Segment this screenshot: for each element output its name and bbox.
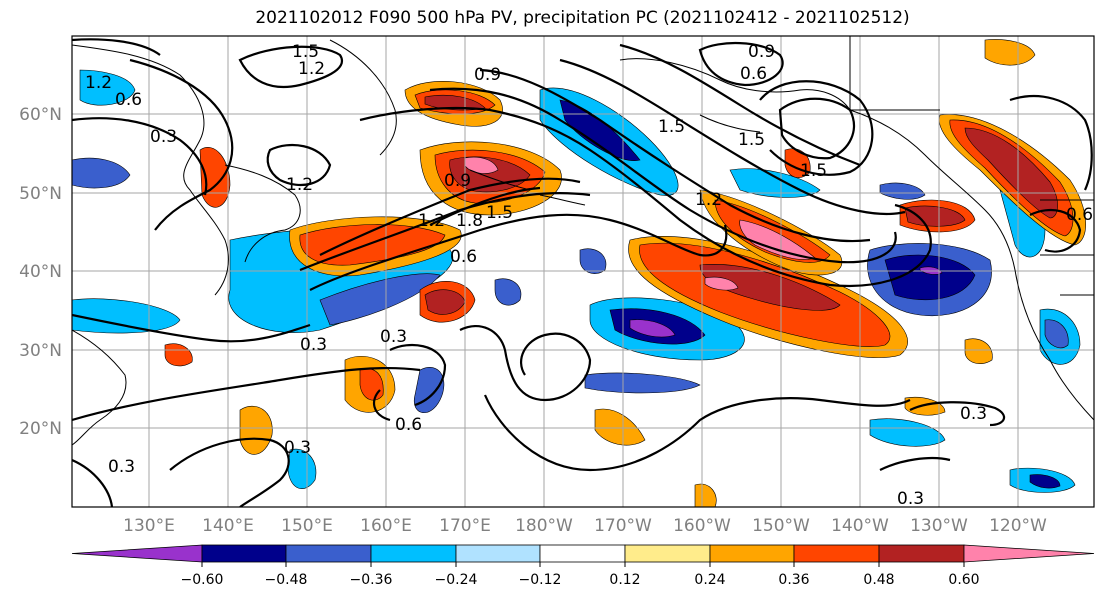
contour-label: 0.9 — [444, 171, 471, 191]
contour-labels: 1.5 1.2 0.9 0.6 0.9 0.3 0.6 1.2 0.9 1.2 … — [85, 42, 1093, 509]
colorbar-segments — [71, 544, 1095, 563]
contour-label: 0.3 — [108, 457, 135, 477]
contour-label: 1.2 — [418, 211, 445, 231]
lon-label: 160°W — [673, 516, 731, 536]
lon-label: 150°W — [752, 516, 810, 536]
colorbar-segment — [285, 544, 372, 563]
longitude-labels: 130°E 140°E 150°E 160°E 170°E 180°W 170°… — [123, 516, 1047, 536]
contour-label: 0.9 — [474, 65, 501, 85]
contour-label: 0.3 — [897, 489, 924, 509]
colorbar-segment — [963, 544, 1095, 563]
contour-label: 0.3 — [284, 438, 311, 458]
map-frame — [71, 35, 1095, 508]
contour-label: 1.5 — [738, 130, 765, 150]
graticule — [72, 36, 1094, 507]
colorbar-segment — [709, 544, 795, 563]
lat-label: 30°N — [19, 341, 62, 361]
lon-label: 140°W — [831, 516, 889, 536]
colorbar-tick-label: −0.36 — [350, 572, 393, 588]
lon-label: 130°W — [910, 516, 968, 536]
lon-label: 140°E — [202, 516, 254, 536]
contour-label: 1.5 — [658, 117, 685, 137]
contour-label: 0.6 — [1066, 205, 1093, 225]
contour-label: 1.5 — [486, 203, 513, 223]
contour-label: 0.3 — [150, 127, 177, 147]
contour-label: 0.6 — [395, 415, 422, 435]
contour-label: 0.3 — [300, 335, 327, 355]
contour-label: 1.5 — [292, 42, 319, 62]
colorbar-segment — [539, 544, 626, 563]
colorbar-tick-label: −0.48 — [265, 572, 308, 588]
contour-label: 1.5 — [800, 161, 827, 181]
contour-label: 1.2 — [85, 73, 112, 93]
colorbar: −0.60 −0.48 −0.36 −0.24 −0.12 0.12 0.24 … — [71, 544, 1095, 588]
lat-label: 50°N — [19, 184, 62, 204]
contour-label: 0.3 — [380, 327, 407, 347]
lon-label: 180°W — [515, 516, 573, 536]
colorbar-tick-labels: −0.60 −0.48 −0.36 −0.24 −0.12 0.12 0.24 … — [181, 572, 980, 588]
lat-label: 40°N — [19, 262, 62, 282]
lon-label: 120°W — [989, 516, 1047, 536]
colorbar-tick-label: 0.36 — [778, 572, 809, 588]
map-content: 1.5 1.2 0.9 0.6 0.9 0.3 0.6 1.2 0.9 1.2 … — [72, 36, 1094, 509]
colorbar-ticks — [201, 562, 965, 567]
lat-label: 20°N — [19, 419, 62, 439]
colorbar-segment — [793, 544, 880, 563]
contour-label: 0.6 — [115, 90, 142, 110]
lon-label: 170°E — [439, 516, 491, 536]
lon-label: 160°E — [360, 516, 412, 536]
contour-label: 1.2 — [695, 190, 722, 210]
map-title: 2021102012 F090 500 hPa PV, precipitatio… — [255, 8, 910, 28]
lon-label: 170°W — [594, 516, 652, 536]
colorbar-segment — [71, 544, 203, 563]
contour-label: 0.6 — [740, 64, 767, 84]
colorbar-tick-label: 0.60 — [948, 572, 979, 588]
lat-label: 60°N — [19, 105, 62, 125]
contour-label: 0.6 — [450, 247, 477, 267]
colorbar-tick-label: 0.12 — [609, 572, 640, 588]
colorbar-segment — [878, 544, 965, 563]
contour-label: 0.3 — [960, 404, 987, 424]
latitude-labels: 60°N 50°N 40°N 30°N 20°N — [19, 105, 62, 439]
colorbar-tick-label: −0.12 — [519, 572, 562, 588]
colorbar-segment — [624, 544, 711, 563]
contour-label: 1.2 — [298, 59, 325, 79]
colorbar-tick-label: 0.24 — [694, 572, 725, 588]
pv-contours — [72, 38, 1093, 507]
contour-label: 1.8 — [456, 211, 483, 231]
colorbar-tick-label: −0.60 — [181, 572, 224, 588]
contour-label: 0.9 — [748, 42, 775, 62]
coastlines — [72, 36, 1094, 446]
contour-label: 1.2 — [286, 175, 313, 195]
colorbar-segment — [370, 544, 457, 563]
colorbar-segment — [201, 544, 287, 563]
colorbar-tick-label: −0.24 — [435, 572, 478, 588]
colorbar-tick-label: 0.48 — [863, 572, 894, 588]
colorbar-segment — [455, 544, 541, 563]
lon-label: 130°E — [123, 516, 175, 536]
lon-label: 150°E — [281, 516, 333, 536]
